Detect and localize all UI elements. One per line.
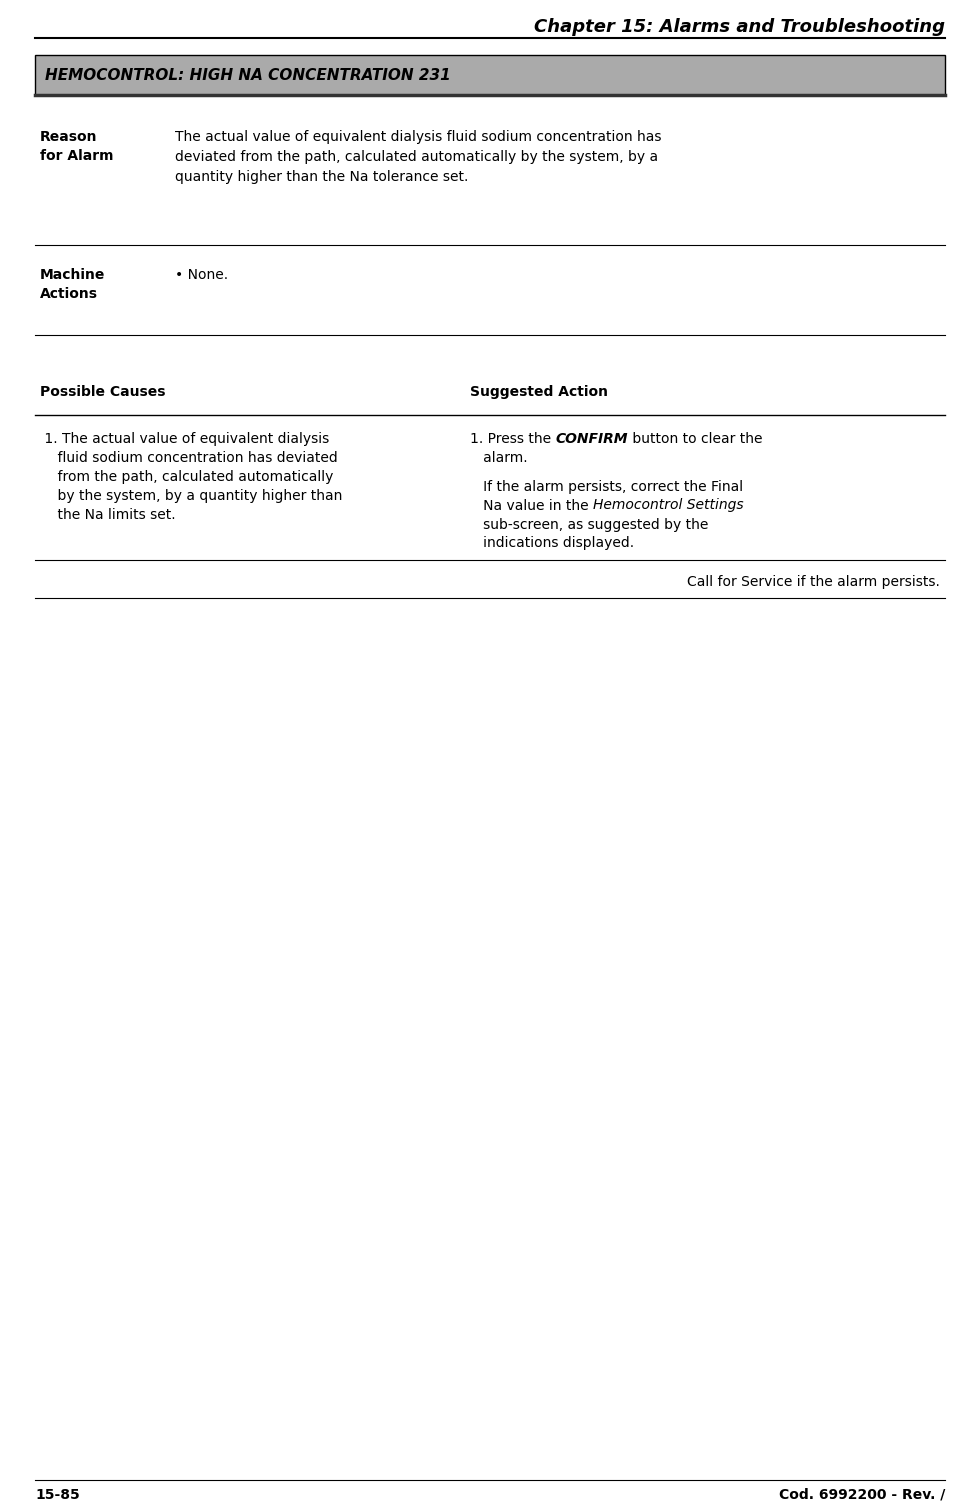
Text: the Na limits set.: the Na limits set. [40, 508, 175, 522]
Text: button to clear the: button to clear the [628, 432, 762, 447]
Text: fluid sodium concentration has deviated: fluid sodium concentration has deviated [40, 451, 338, 465]
Text: alarm.: alarm. [470, 451, 527, 465]
Text: Suggested Action: Suggested Action [470, 385, 608, 399]
Text: CONFIRM: CONFIRM [556, 432, 628, 447]
Text: Hemocontrol Settings: Hemocontrol Settings [593, 498, 744, 513]
Bar [35, 56, 945, 95]
Text: Reason
for Alarm: Reason for Alarm [40, 129, 114, 164]
Text: from the path, calculated automatically: from the path, calculated automatically [40, 469, 333, 484]
Text: by the system, by a quantity higher than: by the system, by a quantity higher than [40, 489, 342, 502]
Text: indications displayed.: indications displayed. [470, 537, 634, 550]
Text: The actual value of equivalent dialysis fluid sodium concentration has
deviated : The actual value of equivalent dialysis … [175, 129, 662, 183]
Text: sub-screen, as suggested by the: sub-screen, as suggested by the [470, 517, 709, 531]
Text: Cod. 6992200 - Rev. /: Cod. 6992200 - Rev. / [779, 1487, 945, 1502]
Text: Possible Causes: Possible Causes [40, 385, 166, 399]
Text: • None.: • None. [175, 268, 228, 283]
Text: 15-85: 15-85 [35, 1487, 79, 1502]
Text: Machine
Actions: Machine Actions [40, 268, 106, 301]
Text: Chapter 15: Alarms and Troubleshooting: Chapter 15: Alarms and Troubleshooting [534, 18, 945, 36]
Text: 1. Press the: 1. Press the [470, 432, 556, 447]
Text: Call for Service if the alarm persists.: Call for Service if the alarm persists. [687, 575, 940, 590]
Text: If the alarm persists, correct the Final: If the alarm persists, correct the Final [470, 480, 743, 493]
Text: 1. The actual value of equivalent dialysis: 1. The actual value of equivalent dialys… [40, 432, 329, 447]
Text: HEMOCONTROL: HIGH NA CONCENTRATION 231: HEMOCONTROL: HIGH NA CONCENTRATION 231 [45, 68, 451, 83]
Text: Na value in the: Na value in the [470, 498, 593, 513]
